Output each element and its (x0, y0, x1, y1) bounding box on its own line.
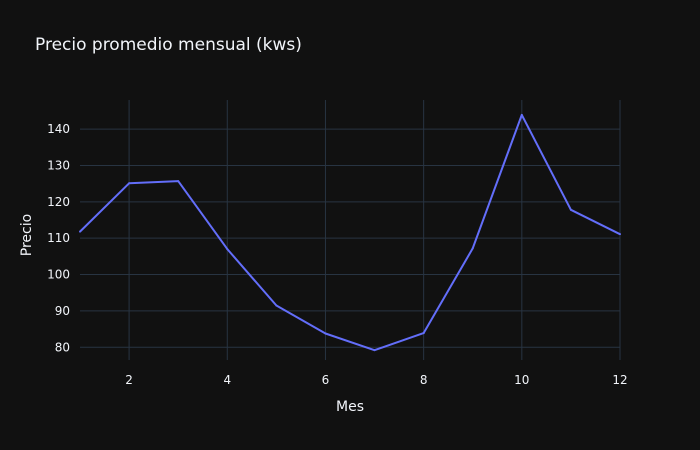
y-axis-title: Precio (19, 214, 35, 256)
y-tick-label: 130 (47, 158, 70, 172)
y-tick-label: 110 (47, 231, 70, 245)
y-tick-label: 80 (55, 340, 70, 354)
y-tick-label: 90 (55, 304, 70, 318)
x-tick-label: 10 (514, 373, 529, 387)
y-tick-label: 140 (47, 122, 70, 136)
x-axis-title: Mes (336, 399, 364, 415)
x-tick-label: 8 (420, 373, 428, 387)
data-point (128, 182, 131, 185)
series-layer (79, 113, 621, 352)
data-point (226, 248, 229, 251)
data-point (275, 304, 278, 307)
data-point (373, 349, 376, 352)
data-point (569, 208, 572, 211)
data-point (177, 180, 180, 183)
data-point (471, 247, 474, 250)
x-tick-label: 12 (612, 373, 627, 387)
y-tick-label: 100 (47, 268, 70, 282)
data-point (324, 332, 327, 335)
x-tick-label: 6 (322, 373, 330, 387)
chart-title: Precio promedio mensual (kws) (35, 35, 302, 55)
data-point (79, 230, 81, 233)
series-line (79, 113, 621, 352)
data-point (422, 332, 425, 335)
x-axis-ticks: 2 4 6 8 10 12 (125, 373, 627, 387)
data-point (520, 113, 523, 116)
data-point (619, 233, 621, 236)
x-tick-label: 4 (223, 373, 231, 387)
y-tick-label: 120 (47, 195, 70, 209)
x-tick-label: 2 (125, 373, 133, 387)
y-axis-ticks: 80 90 100 110 120 130 140 (47, 122, 70, 354)
